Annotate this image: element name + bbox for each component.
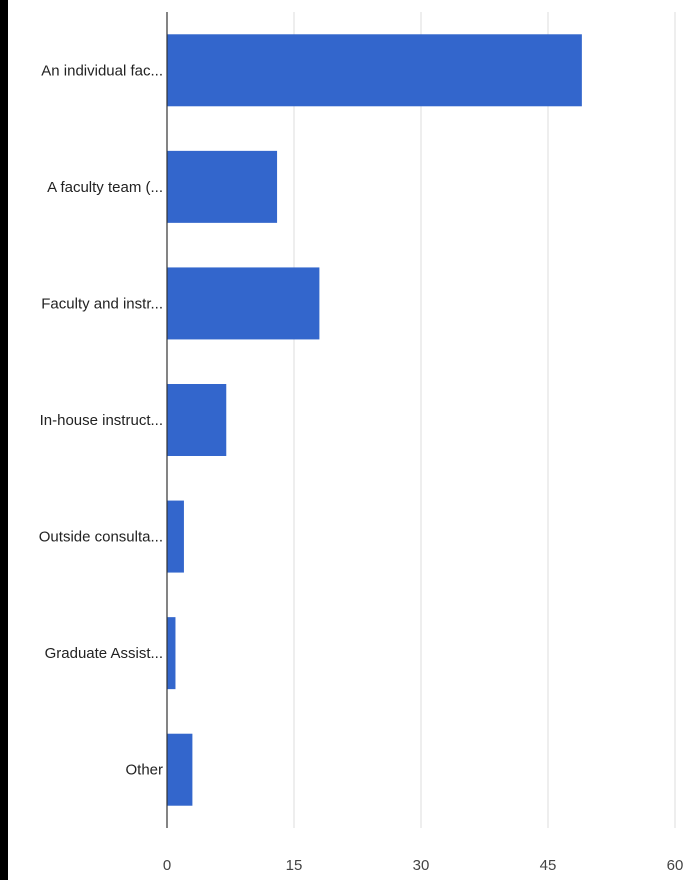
category-label-3: Faculty and instr... xyxy=(41,295,163,312)
bar-7 xyxy=(167,733,193,806)
bar-5 xyxy=(167,500,184,573)
category-label-2: A faculty team (... xyxy=(47,179,163,196)
tick-labels: 0 15 30 45 60 xyxy=(163,857,684,874)
category-label-4: In-house instruct... xyxy=(40,412,163,429)
category-label-5: Outside consulta... xyxy=(39,529,163,546)
bar-4 xyxy=(167,384,227,456)
category-label-7: Other xyxy=(125,762,163,779)
bar-chart: An individual fac... A faculty team (... F… xyxy=(39,12,684,874)
x-tick-label-15: 15 xyxy=(286,857,303,874)
category-labels: An individual fac... A faculty team (... F… xyxy=(39,62,163,778)
x-tick-label-30: 30 xyxy=(413,857,430,874)
bar-6 xyxy=(167,617,176,690)
bars xyxy=(167,34,582,806)
bar-3 xyxy=(167,267,320,340)
gridlines xyxy=(293,12,676,828)
bar-2 xyxy=(167,150,278,223)
category-label-1: An individual fac... xyxy=(41,62,163,79)
chart-panel: An individual fac... A faculty team (... F… xyxy=(8,0,685,880)
x-tick-label-45: 45 xyxy=(540,857,557,874)
x-tick-label-0: 0 xyxy=(163,857,171,874)
category-label-6: Graduate Assist... xyxy=(45,645,163,662)
x-tick-label-60: 60 xyxy=(667,857,684,874)
bar-1 xyxy=(167,34,582,107)
